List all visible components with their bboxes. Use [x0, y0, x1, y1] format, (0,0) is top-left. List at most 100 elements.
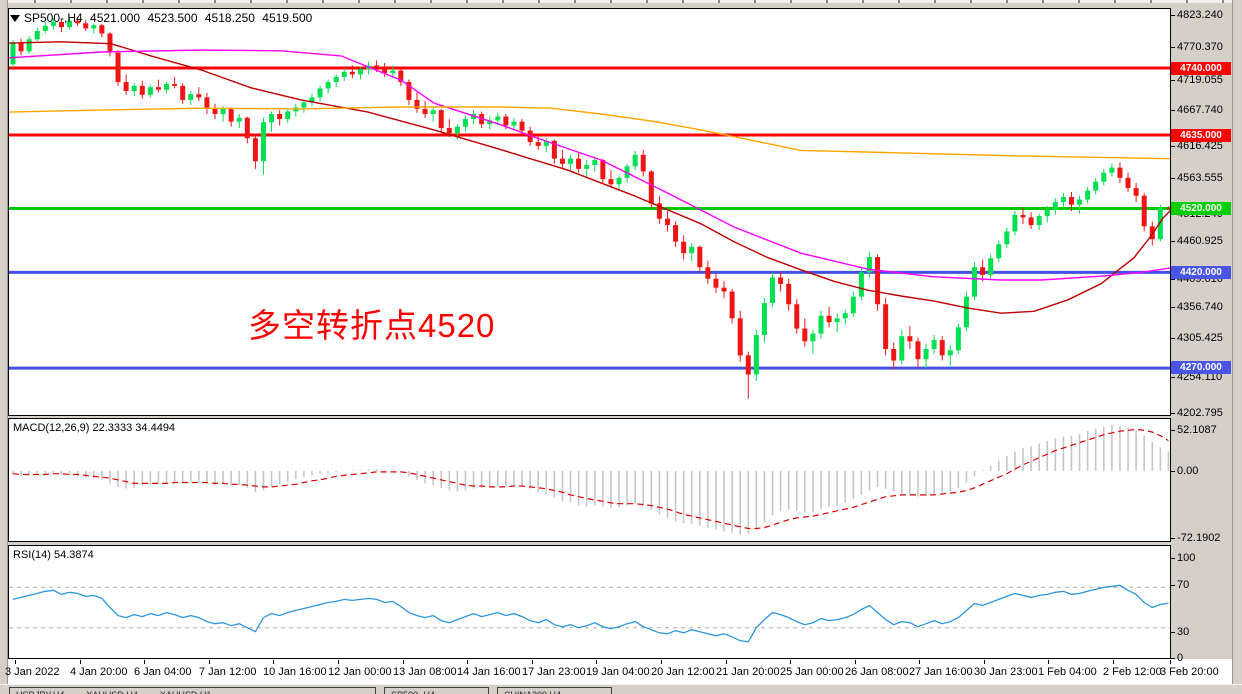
rsi-axis-label: 0 [1177, 652, 1184, 664]
time-axis-tick [661, 660, 662, 664]
time-axis-label: 30 Jan 23:00 [974, 666, 1038, 678]
time-axis-tick [855, 660, 856, 664]
candle [810, 333, 816, 342]
chart-tab[interactable]: CHINA300,H4 [497, 687, 612, 694]
time-axis-tick [1113, 660, 1114, 664]
chart-tab-label[interactable]: XAUUSD,H4 [86, 690, 138, 694]
candle [1165, 207, 1170, 209]
candle [1068, 196, 1074, 205]
candle [382, 68, 388, 74]
chart-annotation-text: 多空转折点4520 [248, 307, 496, 344]
candle [1044, 209, 1050, 217]
candle [260, 122, 266, 162]
panel-splitter[interactable] [8, 416, 1232, 418]
rsi-axis-tick [1170, 632, 1175, 633]
chart-tab-label[interactable]: XAUUSD,H1 [160, 690, 212, 694]
candle [729, 291, 735, 319]
time-axis-tick [467, 660, 468, 664]
macd-chart[interactable] [9, 419, 1170, 541]
candle [850, 296, 856, 314]
ma-line-fast-red [9, 41, 1170, 314]
chart-tab-label[interactable]: USDJPY,H4 [16, 690, 64, 694]
candle [656, 203, 662, 219]
chart-tab-label[interactable]: CHINA300,H4 [504, 690, 561, 694]
time-axis-label: 6 Jan 04:00 [134, 666, 192, 678]
rsi-panel[interactable] [8, 545, 1171, 659]
price-level-badge: 4420.000 [1171, 266, 1231, 279]
chart-tab-active[interactable]: SP500-,H4 [384, 687, 489, 694]
candle [317, 88, 323, 98]
panel-splitter[interactable] [8, 542, 1232, 545]
price-axis-label: 4770.370 [1177, 41, 1223, 53]
price-axis-tick [1170, 178, 1175, 179]
candle [75, 20, 81, 24]
candle [705, 267, 711, 279]
candle [1060, 196, 1066, 203]
candle [963, 296, 969, 328]
candle [721, 287, 727, 292]
candle [802, 328, 808, 342]
candle [374, 65, 380, 68]
candle [551, 140, 557, 159]
candle [58, 22, 64, 28]
price-level-badge: 4270.000 [1171, 361, 1231, 374]
candle [980, 267, 986, 275]
candle [559, 158, 565, 164]
candle [584, 165, 590, 169]
candle [438, 110, 444, 129]
chart-tab-bar[interactable]: USDJPY,H4 XAUUSD,H4 XAUUSD,H1 SP500-,H4 CH… [0, 684, 1242, 694]
candle [1157, 207, 1163, 240]
candle [648, 171, 654, 204]
candle [341, 71, 347, 77]
candle [333, 76, 339, 83]
candlestick-chart[interactable] [9, 9, 1170, 415]
time-axis-label: 1 Feb 04:00 [1038, 666, 1097, 678]
triangle-down-icon[interactable] [10, 15, 20, 22]
candle [349, 71, 355, 75]
time-axis-tick [1048, 660, 1049, 664]
candle [1012, 214, 1018, 232]
time-axis-tick [80, 660, 81, 664]
candle [624, 166, 630, 178]
time-axis-label: 7 Jan 12:00 [199, 666, 257, 678]
main-chart-panel[interactable] [8, 8, 1171, 416]
price-axis-label: 4202.795 [1177, 407, 1223, 419]
ohlc-close: 4519.500 [262, 11, 313, 25]
candle [996, 244, 1002, 259]
macd-axis-label: -72.1902 [1177, 532, 1221, 544]
chart-tab-label[interactable]: SP500-,H4 [391, 690, 435, 694]
candle [155, 87, 161, 90]
candle [632, 154, 638, 167]
candle [172, 83, 178, 86]
time-axis-tick [273, 660, 274, 664]
candle [139, 85, 145, 95]
price-axis-tick [1170, 146, 1175, 147]
ohlc-high: 4523.500 [147, 11, 198, 25]
price-level-badge: 4520.000 [1171, 202, 1231, 215]
candle [608, 179, 614, 185]
time-axis-tick [790, 660, 791, 664]
candle [212, 108, 218, 114]
candle [1117, 167, 1123, 178]
candle [10, 42, 16, 65]
candle [1077, 199, 1083, 205]
macd-panel[interactable] [8, 418, 1171, 542]
price-axis-label: 4305.425 [1177, 332, 1223, 344]
time-axis-tick [209, 660, 210, 664]
candle [891, 348, 897, 361]
price-axis-label: 4356.740 [1177, 301, 1223, 313]
rsi-axis-label: 70 [1177, 579, 1190, 591]
candle [414, 99, 420, 109]
candle [50, 22, 56, 26]
chart-tab-group[interactable]: USDJPY,H4 XAUUSD,H4 XAUUSD,H1 [9, 687, 376, 694]
ma-line-slow-orange [9, 106, 1170, 160]
rsi-title: RSI(14) 54.3874 [13, 549, 94, 561]
candle [131, 85, 137, 91]
candle [357, 69, 363, 75]
candle [834, 318, 840, 323]
time-axis[interactable] [8, 659, 1232, 684]
window-left-edge [0, 0, 8, 694]
rsi-chart[interactable] [9, 546, 1170, 658]
time-axis-label: 26 Jan 08:00 [845, 666, 909, 678]
